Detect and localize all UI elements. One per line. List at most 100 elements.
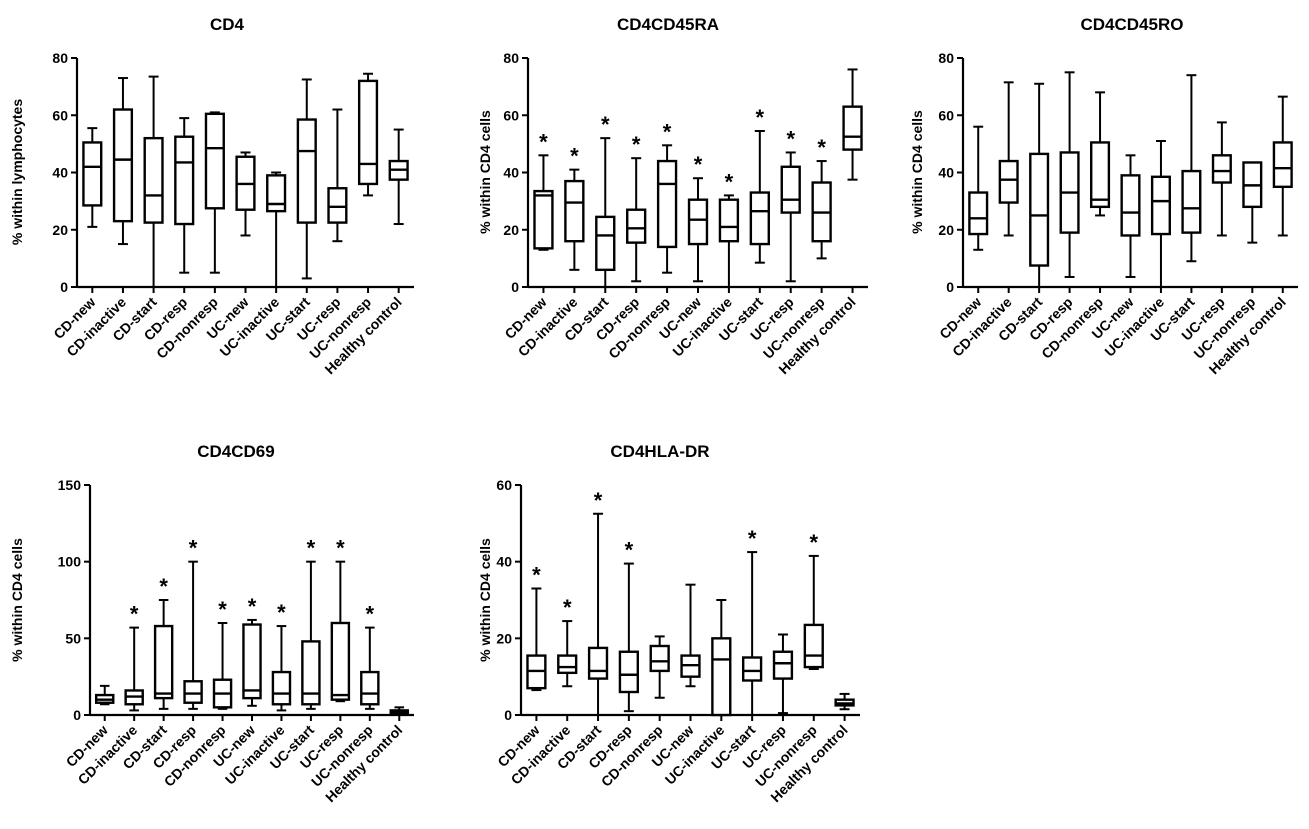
box-uc-inactive (711, 599, 732, 717)
box-iqr (296, 118, 317, 224)
y-tick-label: 0 (60, 279, 68, 295)
box-iqr (204, 112, 225, 210)
box-cd-resp: * (626, 132, 647, 283)
y-axis-label: % within CD4 cells (477, 538, 493, 662)
box-iqr (626, 208, 647, 244)
box-cd-nonresp: * (212, 597, 233, 710)
y-axis-label: % within CD4 cells (9, 538, 25, 662)
box-cd-inactive: * (124, 602, 144, 712)
box-iqr (656, 159, 678, 249)
y-tick-label: 100 (58, 554, 82, 570)
y-tick-label: 40 (52, 165, 68, 181)
significance-marker: * (786, 126, 795, 151)
significance-marker: * (277, 600, 286, 625)
box-cd-start: * (595, 112, 616, 288)
box-iqr (842, 105, 863, 151)
box-iqr (266, 174, 287, 213)
box-uc-resp (1211, 121, 1232, 237)
box-uc-resp (772, 633, 794, 715)
box-healthy-control (842, 68, 863, 181)
significance-marker: * (756, 105, 765, 130)
box-iqr (1181, 169, 1202, 234)
y-tick-label: 60 (52, 107, 68, 123)
box-iqr (301, 640, 321, 706)
significance-marker: * (625, 538, 634, 563)
box-iqr (618, 650, 640, 694)
box-iqr (357, 79, 379, 186)
box-iqr (1029, 152, 1050, 267)
box-cd-start: * (153, 574, 174, 710)
box-uc-new (1120, 154, 1141, 278)
y-tick-label: 0 (511, 279, 519, 295)
box-cd-start: * (587, 488, 609, 716)
y-axis-label: % within CD4 cells (477, 110, 493, 234)
significance-marker: * (570, 144, 579, 169)
box-iqr (153, 624, 174, 700)
box-iqr (1120, 174, 1141, 237)
significance-marker: * (601, 112, 610, 137)
box-cd-inactive (998, 81, 1019, 237)
box-plot-panel-1: CD4% within lymphocytes020406080CD-newCD… (9, 15, 414, 377)
significance-marker: * (248, 594, 257, 619)
box-uc-new (235, 151, 256, 237)
y-tick-label: 0 (504, 707, 512, 723)
box-cd-new (968, 125, 989, 251)
box-cd-nonresp: * (656, 119, 678, 274)
significance-marker: * (748, 526, 757, 551)
box-iqr (1090, 141, 1111, 209)
significance-marker: * (159, 574, 168, 599)
box-uc-nonresp (1242, 161, 1263, 244)
box-uc-resp: * (330, 536, 351, 703)
box-iqr (741, 656, 763, 682)
box-cd-resp: * (618, 538, 640, 713)
box-cd-nonresp (1090, 91, 1111, 217)
box-cd-nonresp (204, 111, 225, 274)
panel-title: CD4CD69 (197, 442, 274, 461)
box-cd-inactive: * (564, 144, 585, 271)
significance-marker: * (725, 169, 734, 194)
y-tick-label: 50 (65, 630, 81, 646)
box-uc-start (1181, 74, 1202, 263)
box-iqr (1272, 141, 1293, 189)
box-uc-nonresp: * (803, 530, 824, 670)
box-iqr (327, 187, 348, 224)
box-cd-inactive (112, 77, 134, 246)
box-uc-start (296, 78, 317, 280)
box-healthy-control (1272, 95, 1293, 237)
box-iqr (82, 141, 103, 207)
box-iqr (112, 108, 134, 223)
y-tick-label: 20 (496, 630, 512, 646)
box-cd-resp (1059, 71, 1080, 278)
panel-title: CD4 (210, 15, 245, 34)
box-iqr (998, 159, 1019, 204)
box-iqr (557, 654, 578, 675)
significance-marker: * (218, 597, 227, 622)
significance-marker: * (130, 602, 139, 627)
box-cd-inactive: * (557, 595, 578, 688)
significance-marker: * (539, 129, 548, 154)
box-plot-panel-3: CD4CD45RO% within CD4 cells020406080CD-n… (909, 15, 1298, 377)
box-iqr (711, 637, 732, 717)
box-iqr (772, 650, 794, 680)
box-uc-inactive: * (718, 169, 740, 288)
box-iqr (183, 680, 203, 704)
y-tick-label: 0 (946, 279, 954, 295)
box-plot-panel-4: CD4CD69% within CD4 cells050100150CD-new… (9, 442, 414, 805)
box-uc-start: * (741, 526, 763, 716)
box-cd-start (1029, 82, 1050, 288)
box-iqr (968, 191, 989, 236)
box-iqr (1211, 154, 1232, 184)
box-iqr (780, 165, 801, 214)
box-iqr (718, 198, 740, 243)
y-tick-label: 0 (73, 707, 81, 723)
significance-marker: * (632, 132, 641, 157)
box-uc-nonresp: * (360, 602, 380, 710)
box-iqr (143, 136, 164, 224)
significance-marker: * (336, 536, 345, 561)
box-cd-new (82, 127, 103, 228)
y-tick-label: 60 (503, 107, 519, 123)
y-tick-label: 20 (503, 222, 519, 238)
significance-marker: * (366, 602, 375, 627)
y-axis-label: % within lymphocytes (9, 99, 25, 245)
